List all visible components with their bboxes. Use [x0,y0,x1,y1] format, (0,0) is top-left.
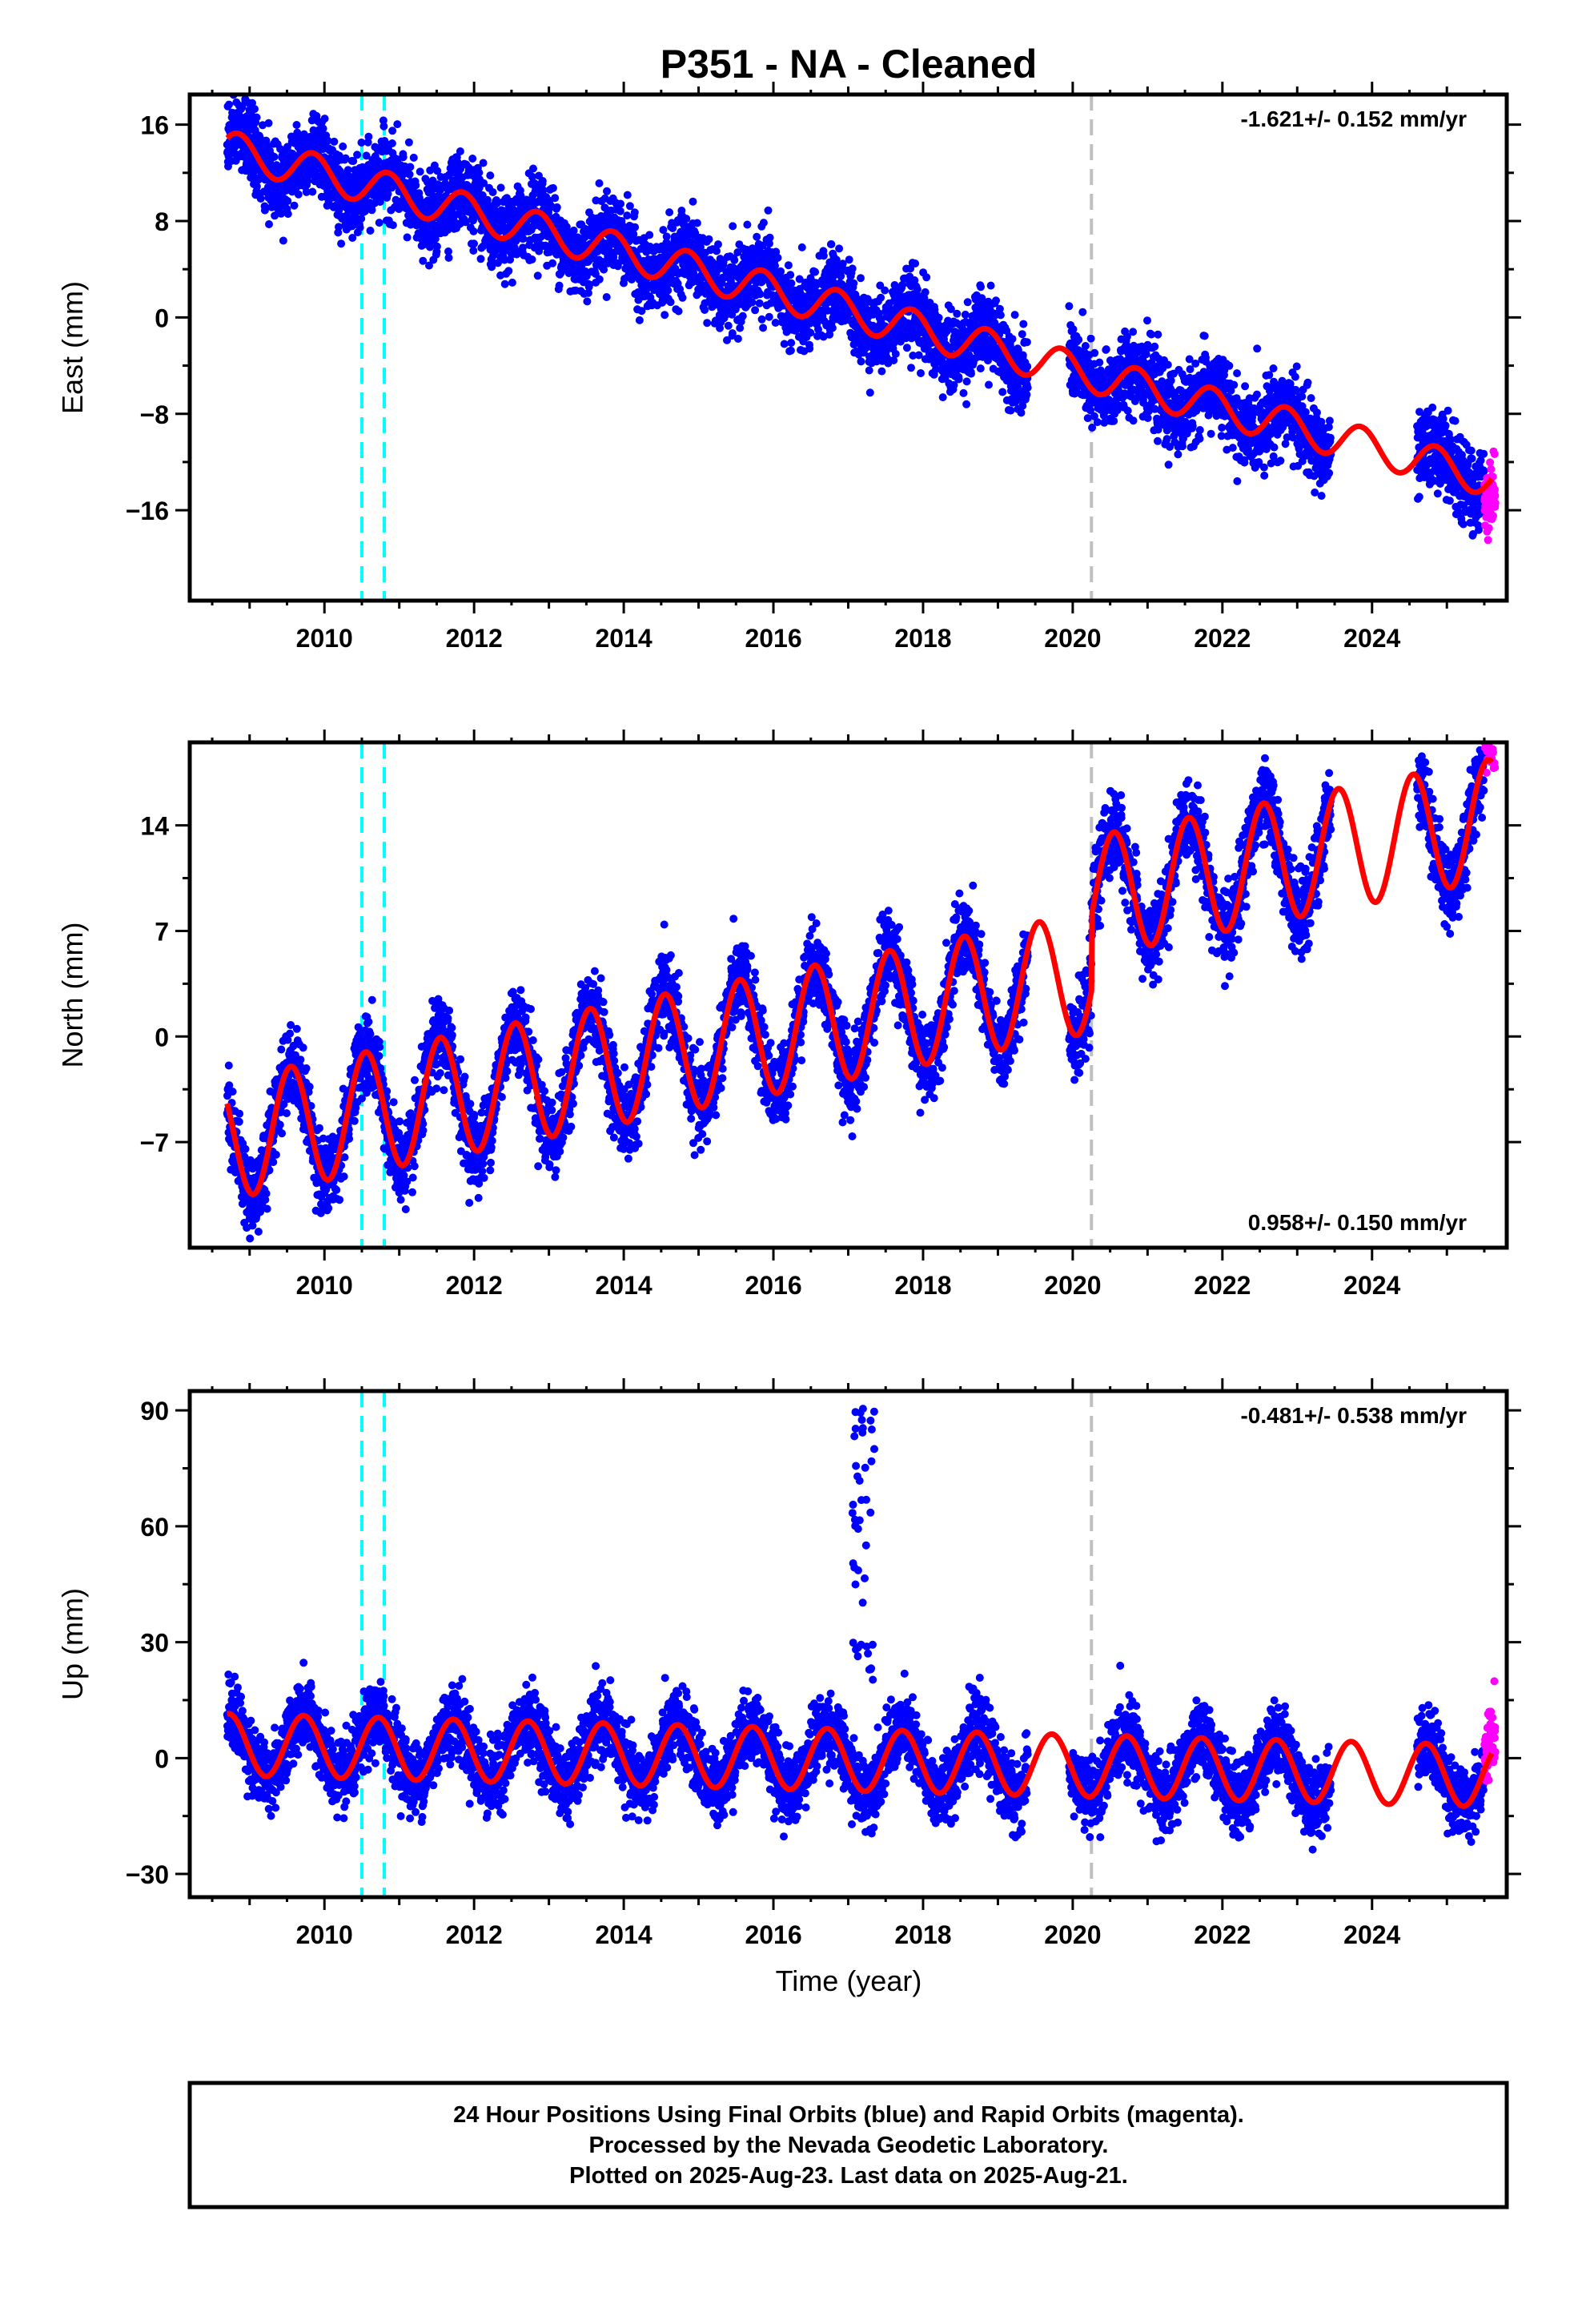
x-tick-label: 2016 [745,624,801,653]
y-tick-label: −16 [126,497,169,525]
rate-label-up: -0.481+/- 0.538 mm/yr [1240,1403,1467,1428]
x-tick-label: 2012 [446,624,503,653]
panel-east: 2010 2012 2014 2016 2018 2020 2022 2024 16 8 0 −8 −1… [56,73,1521,653]
y-tick-label: 0 [155,1023,169,1051]
y-axis-title-north: North (mm) [56,923,89,1068]
y-tick-label: 0 [155,304,169,332]
footer-line-1: 24 Hour Positions Using Final Orbits (bl… [453,2102,1244,2128]
x-tick-label: 2022 [1194,1920,1251,1949]
x-tick-label: 2018 [894,1920,951,1949]
x-tick-label: 2012 [446,1920,503,1949]
y-tick-label: 90 [140,1397,169,1425]
rate-label-north: 0.958+/- 0.150 mm/yr [1248,1210,1467,1235]
plot-area-up [223,1391,1500,1897]
y-tick-label: 8 [155,207,169,236]
x-tick-label: 2020 [1044,1271,1101,1300]
x-tick-label: 2014 [596,624,652,653]
y-tick-label: −30 [126,1860,169,1889]
y-axis-title-up: Up (mm) [56,1588,89,1700]
x-tick-label: 2010 [296,1920,353,1949]
footer-line-3: Plotted on 2025-Aug-23. Last data on 202… [569,2163,1128,2189]
x-tick-label: 2014 [596,1920,652,1949]
panels: 2010 2012 2014 2016 2018 2020 2022 2024 16 8 0 −8 −1… [56,73,1521,1949]
x-tick-label: 2018 [894,624,951,653]
x-tick-label: 2010 [296,1271,353,1300]
panel-north: 2010 2012 2014 2016 2018 2020 2022 2024 14 7 0 −7 No… [56,686,1521,1300]
x-tick-label: 2022 [1194,1271,1251,1300]
y-tick-label: 7 [155,917,169,946]
final-orbit-points-east [223,73,1488,540]
x-tick-label: 2016 [745,1271,801,1300]
y-tick-label: 16 [140,111,169,140]
x-tick-label: 2020 [1044,1920,1101,1949]
chart-title: P351 - NA - Cleaned [661,42,1038,86]
x-tick-label: 2020 [1044,624,1101,653]
footer-line-2: Processed by the Nevada Geodetic Laborat… [589,2133,1109,2158]
x-tick-label: 2024 [1343,1271,1400,1300]
x-tick-label: 2012 [446,1271,503,1300]
x-tick-label: 2018 [894,1271,951,1300]
x-tick-label: 2014 [596,1271,652,1300]
panel-up: 2010 2012 2014 2016 2018 2020 2022 2024 90 60 30 0 −… [56,1378,1521,1949]
y-tick-label: 30 [140,1629,169,1658]
x-tick-label: 2016 [745,1920,801,1949]
x-tick-label: 2010 [296,624,353,653]
y-tick-label: 14 [140,812,169,841]
model-curve-north [227,760,1492,1195]
y-tick-label: −8 [140,400,169,429]
footer-box: 24 Hour Positions Using Final Orbits (bl… [190,2083,1507,2207]
x-tick-label: 2024 [1343,624,1400,653]
y-tick-label: −7 [140,1128,169,1157]
x-axis-up: 2010 2012 2014 2016 2018 2020 2022 2024 [212,1378,1484,1949]
rate-label-east: -1.621+/- 0.152 mm/yr [1240,107,1467,131]
x-tick-label: 2024 [1343,1920,1400,1949]
y-tick-label: 0 [155,1744,169,1773]
y-tick-label: 60 [140,1513,169,1542]
plot-area-north [223,686,1500,1248]
x-axis-title: Time (year) [776,1964,922,1997]
plot-area-east [223,73,1500,601]
y-axis-title-east: East (mm) [56,281,89,414]
final-orbit-points-north [223,722,1488,1242]
x-tick-label: 2022 [1194,624,1251,653]
